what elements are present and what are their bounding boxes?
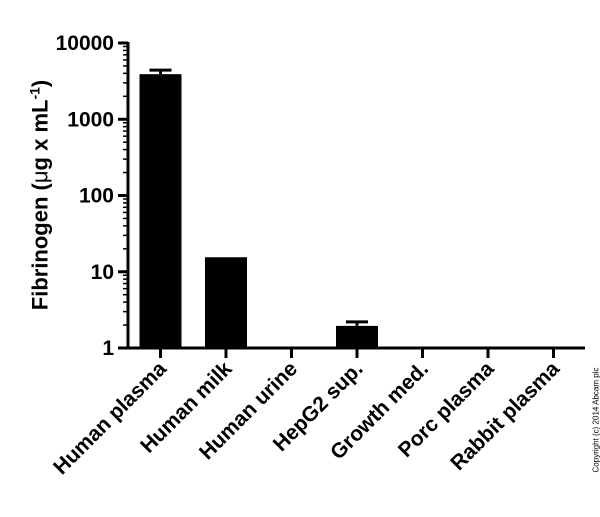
y-axis-label-unit-symbol: μ bbox=[27, 170, 53, 184]
y-tick-label: 100 bbox=[79, 185, 114, 208]
x-tick-label: Human plasma bbox=[49, 357, 171, 479]
y-tick-label: 10000 bbox=[56, 32, 114, 55]
y-tick-label: 1 bbox=[102, 337, 114, 360]
bar bbox=[205, 257, 247, 348]
copyright-note: Copyright (c) 2014 Abcam plc bbox=[591, 367, 600, 473]
y-tick-label: 1000 bbox=[67, 108, 114, 131]
bar bbox=[336, 325, 378, 348]
chart-bars bbox=[139, 68, 378, 348]
y-axis-label-exponent: -1 bbox=[26, 87, 43, 100]
y-axis-label-prefix: Fibrinogen ( bbox=[27, 183, 53, 311]
y-axis-label-suffix: ) bbox=[27, 79, 53, 88]
y-axis-label-mid: g x mL bbox=[27, 99, 53, 171]
y-axis-label: Fibrinogen (μg x mL-1) bbox=[26, 80, 53, 310]
bar bbox=[139, 74, 182, 348]
chart-axes bbox=[118, 41, 585, 358]
y-tick-label: 10 bbox=[91, 261, 114, 284]
y-tick-labels: 1 10 100 1000 10000 bbox=[56, 32, 115, 360]
